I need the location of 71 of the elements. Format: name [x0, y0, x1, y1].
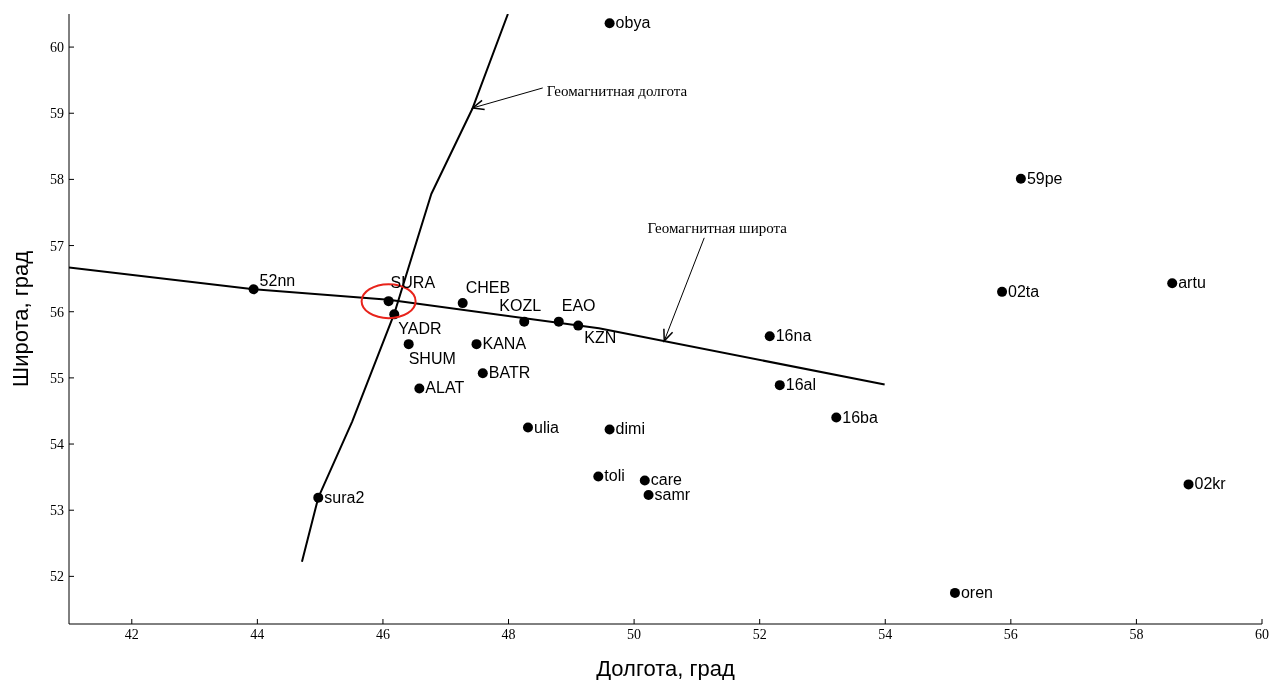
- series-label: 52nn: [259, 272, 296, 290]
- series-label: ulia: [533, 418, 559, 436]
- point: [414, 383, 425, 394]
- annotation: Геомагнитная широта: [647, 219, 788, 236]
- x-tick-label: 46: [375, 626, 390, 642]
- series-label: EAO: [561, 296, 596, 314]
- y-tick-label: 57: [50, 238, 64, 254]
- point: [522, 422, 533, 433]
- series-label: KZN: [584, 328, 617, 346]
- point: [764, 331, 775, 342]
- series-label: sura2: [324, 488, 365, 506]
- y-tick-label: 54: [50, 437, 64, 453]
- series-label: 59pe: [1026, 169, 1063, 187]
- series-label: obya: [615, 14, 651, 32]
- series-label: 02ta: [1008, 282, 1040, 300]
- point: [457, 298, 468, 309]
- point: [383, 296, 394, 307]
- point: [604, 424, 615, 435]
- x-tick-label: 50: [627, 626, 642, 642]
- series-label: oren: [960, 583, 993, 601]
- point: [593, 471, 604, 482]
- x-tick-label: 56: [1003, 626, 1018, 642]
- point: [774, 380, 785, 391]
- series-label: 16al: [785, 376, 817, 394]
- point: [313, 492, 324, 503]
- point: [477, 368, 488, 379]
- series-label: BATR: [488, 364, 531, 382]
- series-label: SHUM: [408, 350, 456, 368]
- point: [643, 489, 654, 500]
- y-tick-label: 53: [50, 503, 64, 519]
- series-label: artu: [1178, 274, 1206, 292]
- point: [604, 18, 615, 29]
- point: [1167, 278, 1178, 289]
- x-tick-label: 52: [752, 626, 767, 642]
- x-tick-label: 60: [1255, 626, 1269, 642]
- x-tick-label: 54: [878, 626, 893, 642]
- series-label: YADR: [398, 320, 442, 338]
- y-tick-label: 56: [50, 304, 64, 320]
- series-label: 16na: [775, 327, 812, 345]
- point: [1183, 479, 1194, 490]
- x-tick-label: 44: [250, 626, 265, 642]
- point: [519, 316, 530, 327]
- series-label: KOZL: [499, 296, 542, 314]
- x-tick-label: 48: [501, 626, 516, 642]
- y-tick-label: 60: [50, 40, 64, 56]
- y-tick-label: 55: [50, 370, 64, 386]
- point: [639, 475, 650, 486]
- series-label: CHEB: [465, 279, 511, 297]
- point: [831, 412, 842, 423]
- series-label: KANA: [482, 335, 527, 353]
- annotation: Геомагнитная долгота: [546, 82, 688, 99]
- point: [553, 316, 564, 327]
- point: [471, 339, 482, 350]
- point: [997, 286, 1008, 297]
- point: [573, 320, 584, 331]
- series-label: 02kr: [1194, 475, 1227, 493]
- x-tick-label: 58: [1129, 626, 1144, 642]
- point: [949, 587, 960, 598]
- point: [248, 284, 259, 295]
- y-tick-label: 52: [50, 569, 64, 585]
- x-tick-label: 42: [124, 626, 139, 642]
- y-tick-label: 59: [50, 106, 64, 122]
- series-label: 16ba: [842, 408, 878, 426]
- y-tick-label: 58: [50, 172, 64, 188]
- series-label: dimi: [615, 420, 645, 438]
- point: [403, 339, 414, 350]
- point: [1015, 173, 1026, 184]
- series-label: toli: [604, 467, 625, 485]
- series-label: ALAT: [425, 379, 465, 397]
- y-axis-title: Широта, град: [7, 250, 33, 388]
- x-axis-title: Долгота, град: [596, 656, 735, 681]
